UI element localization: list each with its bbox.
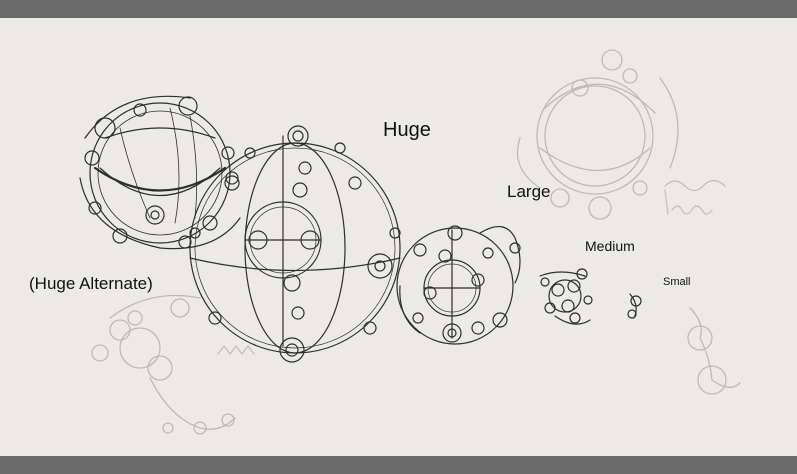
top-border-bar: [0, 0, 797, 18]
faint-pencil-scribbles: [664, 189, 713, 215]
label-huge: Huge: [383, 119, 431, 141]
large-sphere: [396, 225, 521, 345]
faint-background-sketches: [91, 49, 741, 435]
label-small: Small: [663, 276, 691, 288]
medium-sphere: [539, 268, 593, 325]
label-large: Large: [507, 182, 551, 201]
huge-alternate-sphere: [79, 95, 241, 250]
sketch-artwork: [79, 49, 741, 435]
label-medium: Medium: [585, 238, 635, 254]
small-sphere: [627, 293, 642, 319]
orbit-sketches: [79, 95, 642, 363]
bottom-border-bar: [0, 456, 797, 474]
huge-sphere: [189, 125, 401, 363]
label-huge-alternate: (Huge Alternate): [29, 274, 153, 293]
